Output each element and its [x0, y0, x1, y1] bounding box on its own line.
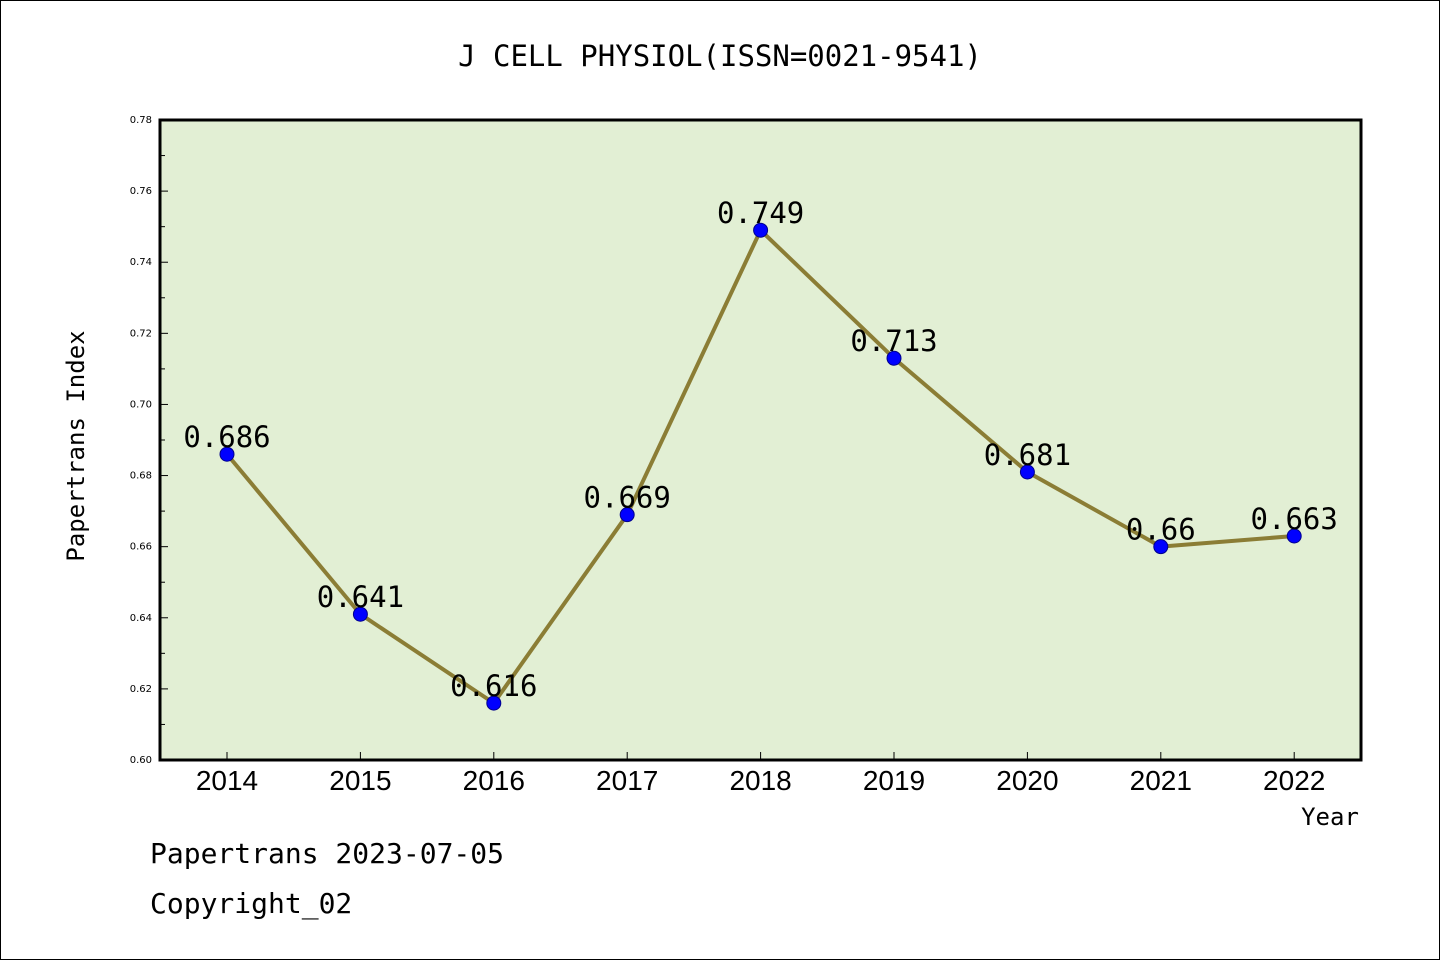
x-tick-label: 2019	[863, 765, 925, 796]
x-tick-label: 2021	[1130, 765, 1192, 796]
data-point	[219, 446, 235, 462]
x-tick-label: 2022	[1263, 765, 1325, 796]
y-tick-label: 0.64	[130, 613, 152, 624]
plot-border	[158, 118, 1363, 762]
y-tick-label: 0.74	[130, 257, 152, 268]
data-point	[619, 507, 635, 523]
data-point	[1019, 464, 1035, 480]
y-tick-label: 0.62	[130, 684, 152, 695]
y-tick-label: 0.70	[130, 399, 152, 410]
data-markers	[219, 222, 1302, 711]
data-label: 0.669	[584, 481, 671, 515]
y-axis-ticks: 0.60 0.62 0.64 0.66 0.68 0.70 0.72 0.74 0.76 0.78	[130, 115, 168, 766]
data-label: 0.713	[850, 324, 937, 358]
x-tick-label: 2020	[996, 765, 1058, 796]
data-label: 0.686	[183, 420, 270, 454]
x-tick-label: 2014	[196, 765, 258, 796]
footer-copyright: Copyright_02	[150, 887, 352, 921]
data-point	[486, 695, 502, 711]
data-point	[886, 350, 902, 366]
x-axis-label: Year	[1301, 803, 1359, 831]
y-tick-label: 0.60	[130, 755, 152, 766]
y-tick-label: 0.78	[130, 115, 152, 126]
y-axis-label: Papertrans Index	[62, 330, 90, 561]
y-tick-label: 0.76	[130, 186, 152, 197]
data-point	[1153, 539, 1169, 555]
data-point	[1286, 528, 1302, 544]
data-point	[753, 222, 769, 238]
data-label: 0.681	[984, 438, 1071, 472]
x-tick-label: 2016	[463, 765, 525, 796]
x-axis-ticks: 2014 2015 2016 2017 2018 2019 2020 2021 2022	[196, 752, 1325, 796]
y-tick-label: 0.66	[130, 542, 152, 553]
x-tick-label: 2015	[329, 765, 391, 796]
data-labels: 0.686 0.641 0.616 0.669 0.749 0.713 0.681 0.66 0…	[183, 196, 1338, 703]
chart-title: J CELL PHYSIOL(ISSN=0021-9541)	[458, 39, 982, 73]
data-label: 0.749	[717, 196, 804, 230]
data-label: 0.641	[317, 580, 404, 614]
footer-date: Papertrans 2023-07-05	[150, 837, 504, 870]
data-point	[352, 606, 368, 622]
y-tick-label: 0.68	[130, 471, 152, 482]
x-tick-label: 2017	[596, 765, 658, 796]
data-label: 0.663	[1251, 502, 1338, 536]
y-tick-label: 0.72	[130, 328, 152, 339]
data-label: 0.616	[450, 669, 537, 703]
data-label: 0.66	[1126, 513, 1196, 547]
x-tick-label: 2018	[729, 765, 791, 796]
